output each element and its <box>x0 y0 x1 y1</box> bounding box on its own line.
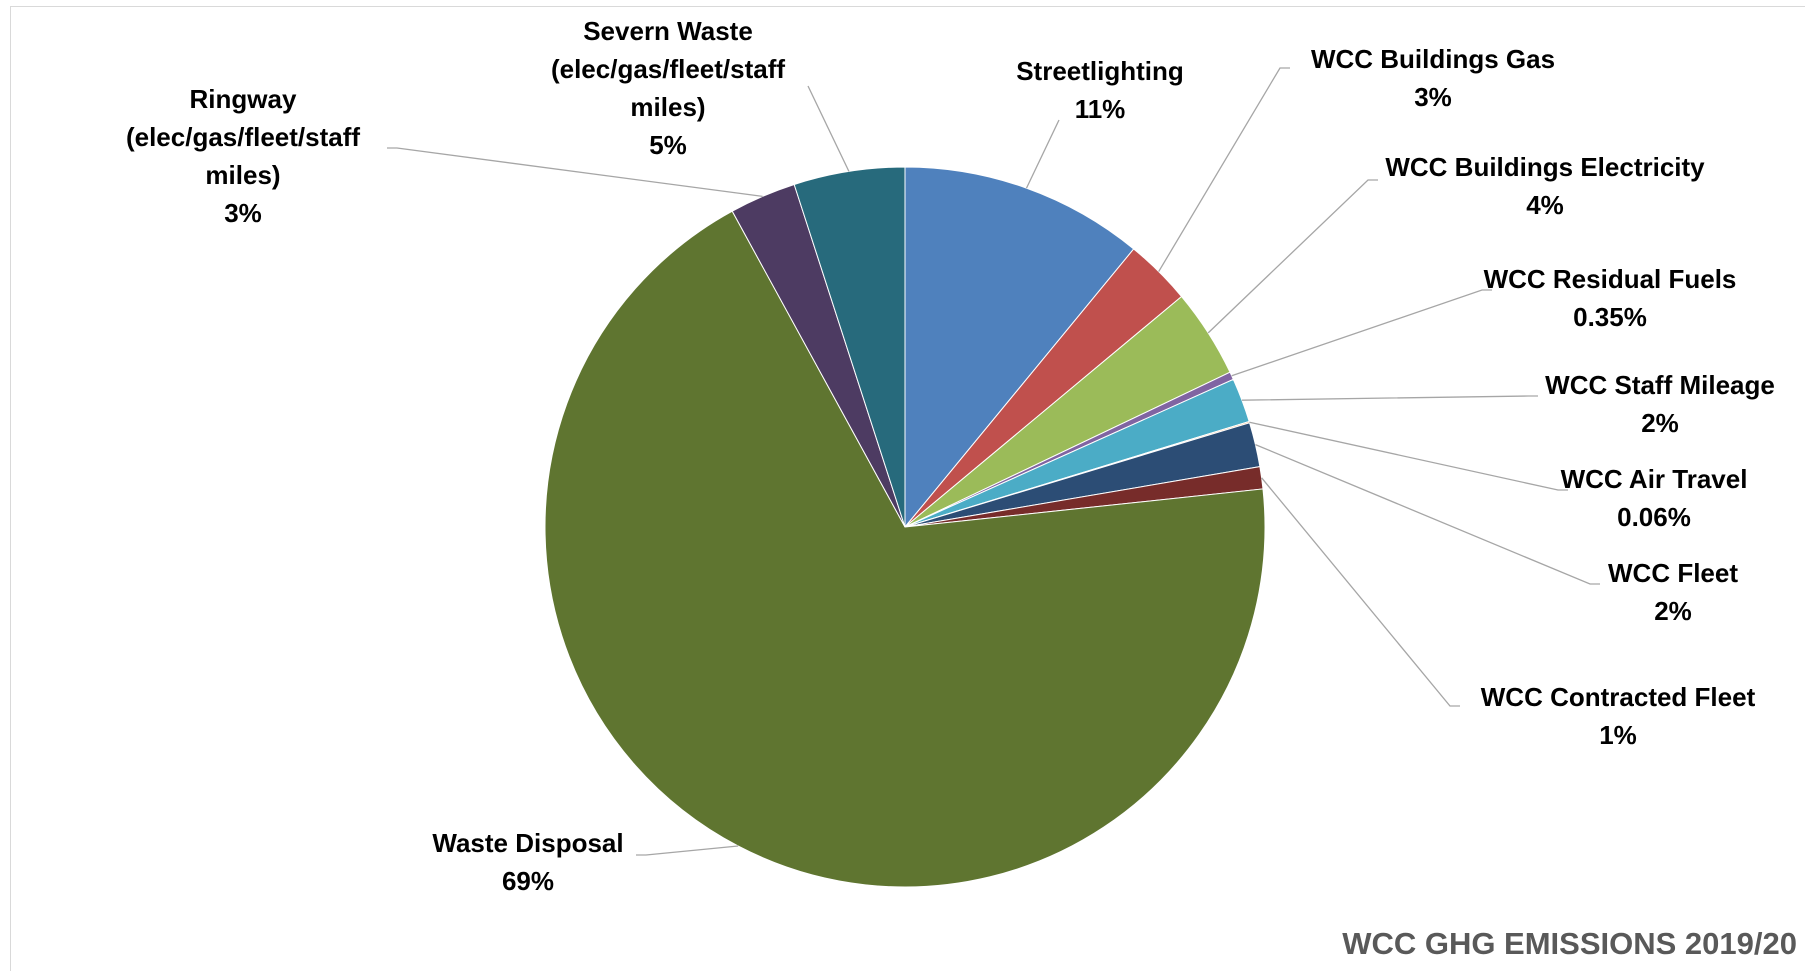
slice-name: WCC Buildings Gas <box>1311 44 1555 74</box>
slice-label: Waste Disposal 69% <box>432 828 623 896</box>
leader-line <box>1207 179 1378 334</box>
slice-name: (elec/gas/fleet/staff <box>551 54 785 84</box>
slice-name: WCC Fleet <box>1608 558 1738 588</box>
slice-name: WCC Staff Mileage <box>1545 370 1775 400</box>
pie-slices <box>544 166 1266 888</box>
slice-name: miles) <box>205 160 280 190</box>
pie-slice-streetlighting <box>904 166 1135 529</box>
slice-label: WCC Fleet 2% <box>1608 558 1738 626</box>
slice-label: Severn Waste (elec/gas/fleet/staff miles) 5… <box>551 16 785 160</box>
chart-title: WCC GHG EMISSIONS 2019/20 <box>1342 926 1797 961</box>
slice-label: WCC Contracted Fleet 1% <box>1481 682 1756 750</box>
slice-percent: 11% <box>1075 94 1126 124</box>
slice-name: Streetlighting <box>1016 56 1184 86</box>
slice-percent: 1% <box>1599 720 1637 750</box>
leader-line <box>1158 67 1290 272</box>
chart-frame <box>10 6 1805 971</box>
slice-percent: 0.06% <box>1617 502 1691 532</box>
leader-line <box>387 147 763 198</box>
slice-percent: 3% <box>1414 82 1452 112</box>
leader-line <box>1231 289 1492 377</box>
slice-percent: 69% <box>502 866 554 896</box>
leader-line <box>636 845 739 856</box>
slice-percent: 0.35% <box>1573 302 1647 332</box>
slice-name: Severn Waste <box>583 16 753 46</box>
slice-label: WCC Residual Fuels 0.35% <box>1484 264 1737 332</box>
slice-label: WCC Buildings Electricity 4% <box>1385 152 1705 220</box>
slice-name: (elec/gas/fleet/staff <box>126 122 360 152</box>
leader-line <box>1241 395 1538 401</box>
slice-name: WCC Residual Fuels <box>1484 264 1737 294</box>
leader-line <box>807 85 850 172</box>
slice-label: Streetlighting 11% <box>1016 56 1184 124</box>
slice-label: WCC Staff Mileage 2% <box>1545 370 1775 438</box>
slice-name: Waste Disposal <box>432 828 623 858</box>
slice-labels: Streetlighting 11%WCC Buildings Gas 3%WCC … <box>126 16 1775 896</box>
leader-lines <box>387 67 1600 856</box>
slice-name: miles) <box>630 92 705 122</box>
slice-name: Ringway <box>190 84 297 114</box>
leader-line <box>1249 421 1568 491</box>
slice-percent: 2% <box>1654 596 1692 626</box>
slice-percent: 5% <box>649 130 687 160</box>
slice-label: Ringway (elec/gas/fleet/staff miles) 3% <box>126 84 360 228</box>
leader-line <box>1255 443 1600 585</box>
leader-line <box>1025 119 1060 189</box>
slice-label: WCC Buildings Gas 3% <box>1311 44 1555 112</box>
slice-percent: 2% <box>1641 408 1679 438</box>
pie-slice-waste-disposal <box>544 210 1266 888</box>
slice-name: WCC Buildings Electricity <box>1385 152 1705 182</box>
slice-name: WCC Air Travel <box>1561 464 1748 494</box>
slice-name: WCC Contracted Fleet <box>1481 682 1756 712</box>
slice-percent: 4% <box>1526 190 1564 220</box>
leader-line <box>1261 477 1460 707</box>
pie-slice-severn-waste-elec-gas-fleet-staff-miles <box>793 166 906 528</box>
slice-percent: 3% <box>224 198 262 228</box>
slice-label: WCC Air Travel 0.06% <box>1561 464 1748 532</box>
